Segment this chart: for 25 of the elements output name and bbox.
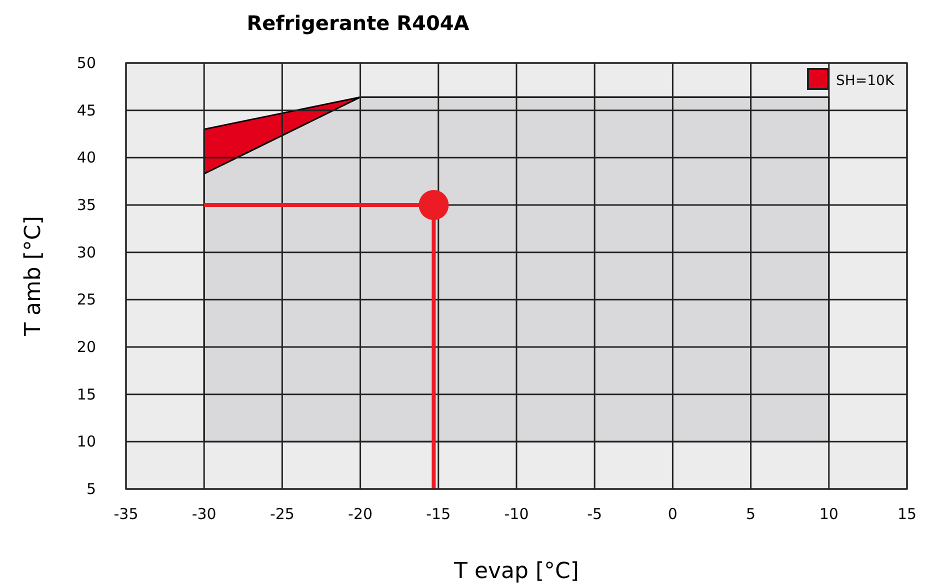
x-tick-label: 15 — [897, 505, 917, 523]
y-axis-title: T amb [°C] — [21, 216, 46, 337]
chart-title: Refrigerante R404A — [246, 11, 470, 35]
y-tick-label: 40 — [76, 148, 96, 167]
y-tick-label: 25 — [76, 290, 96, 309]
x-tick-label: 5 — [746, 505, 756, 523]
y-tick-label: 50 — [76, 54, 96, 72]
y-tick-label: 30 — [76, 243, 96, 262]
x-tick-label: -5 — [587, 505, 602, 523]
y-tick-label: 15 — [76, 385, 96, 404]
y-tick-label: 45 — [76, 101, 96, 120]
y-tick-label: 20 — [76, 338, 96, 356]
x-tick-label: -10 — [504, 505, 529, 523]
x-tick-label: -35 — [114, 505, 138, 523]
y-tick-label: 35 — [76, 196, 96, 214]
x-tick-label: 0 — [668, 505, 678, 523]
x-tick-label: -25 — [270, 505, 294, 523]
legend-label: SH=10K — [836, 73, 895, 89]
y-tick-label: 10 — [76, 432, 96, 451]
y-tick-label: 5 — [86, 480, 96, 498]
x-tick-label: -30 — [192, 505, 216, 523]
x-tick-label: -20 — [348, 505, 373, 523]
x-tick-label: 10 — [819, 505, 838, 523]
x-tick-label: -15 — [426, 505, 451, 523]
x-axis-title: T evap [°C] — [453, 559, 579, 584]
